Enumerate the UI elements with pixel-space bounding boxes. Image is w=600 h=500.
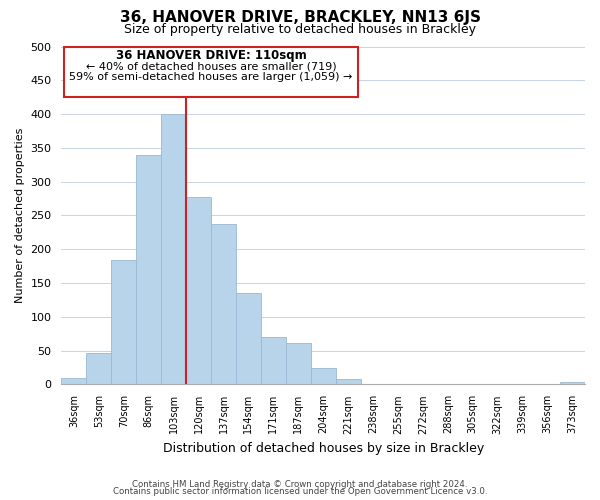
Text: 59% of semi-detached houses are larger (1,059) →: 59% of semi-detached houses are larger (… xyxy=(70,72,353,82)
Bar xyxy=(61,378,86,384)
Bar xyxy=(161,114,186,384)
Y-axis label: Number of detached properties: Number of detached properties xyxy=(15,128,25,303)
Bar xyxy=(236,292,261,384)
X-axis label: Distribution of detached houses by size in Brackley: Distribution of detached houses by size … xyxy=(163,442,484,455)
Text: ← 40% of detached houses are smaller (719): ← 40% of detached houses are smaller (71… xyxy=(86,62,337,72)
Text: 36, HANOVER DRIVE, BRACKLEY, NN13 6JS: 36, HANOVER DRIVE, BRACKLEY, NN13 6JS xyxy=(119,10,481,25)
Bar xyxy=(560,382,585,384)
Text: Contains HM Land Registry data © Crown copyright and database right 2024.: Contains HM Land Registry data © Crown c… xyxy=(132,480,468,489)
Bar xyxy=(211,224,236,384)
Bar xyxy=(186,196,211,384)
Text: 36 HANOVER DRIVE: 110sqm: 36 HANOVER DRIVE: 110sqm xyxy=(116,49,307,62)
Bar xyxy=(136,154,161,384)
Bar xyxy=(286,343,311,384)
Text: Size of property relative to detached houses in Brackley: Size of property relative to detached ho… xyxy=(124,22,476,36)
Bar xyxy=(335,379,361,384)
Bar xyxy=(86,354,111,384)
Bar xyxy=(64,46,358,97)
Bar xyxy=(261,337,286,384)
Bar xyxy=(111,260,136,384)
Text: Contains public sector information licensed under the Open Government Licence v3: Contains public sector information licen… xyxy=(113,488,487,496)
Bar xyxy=(311,368,335,384)
